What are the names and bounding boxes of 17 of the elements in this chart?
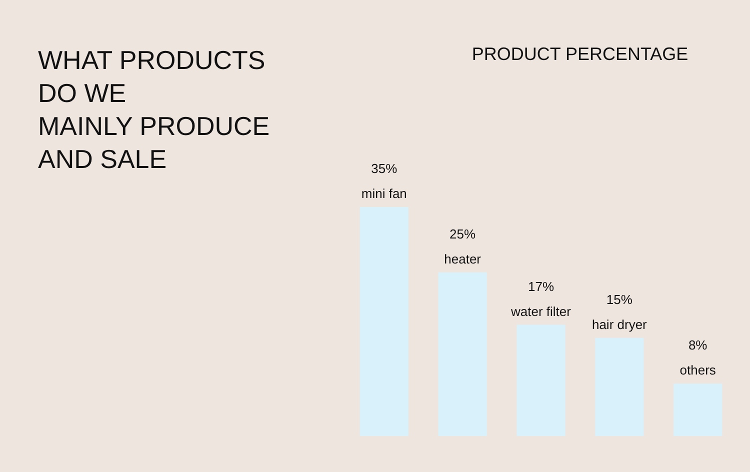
bar xyxy=(438,272,487,436)
x-tick-label: heater xyxy=(444,251,482,266)
data-label: 8% xyxy=(688,338,708,353)
x-tick-label: mini fan xyxy=(361,186,407,201)
x-tick-label: others xyxy=(680,362,716,378)
chart-subtitle: PRODUCT PERCENTAGE xyxy=(472,44,688,64)
data-label: 35% xyxy=(371,161,398,176)
data-label: 15% xyxy=(606,292,633,307)
x-tick-label: water filter xyxy=(510,304,572,319)
bar xyxy=(595,338,644,436)
bar xyxy=(360,207,408,436)
chart-title: WHAT PRODUCTS DO WE MAINLY PRODUCE AND SALE xyxy=(38,45,270,174)
data-label: 17% xyxy=(528,278,554,294)
bar xyxy=(674,384,722,436)
bar xyxy=(516,324,566,436)
data-label: 25% xyxy=(450,226,476,242)
x-tick-label: hair dryer xyxy=(592,316,648,332)
